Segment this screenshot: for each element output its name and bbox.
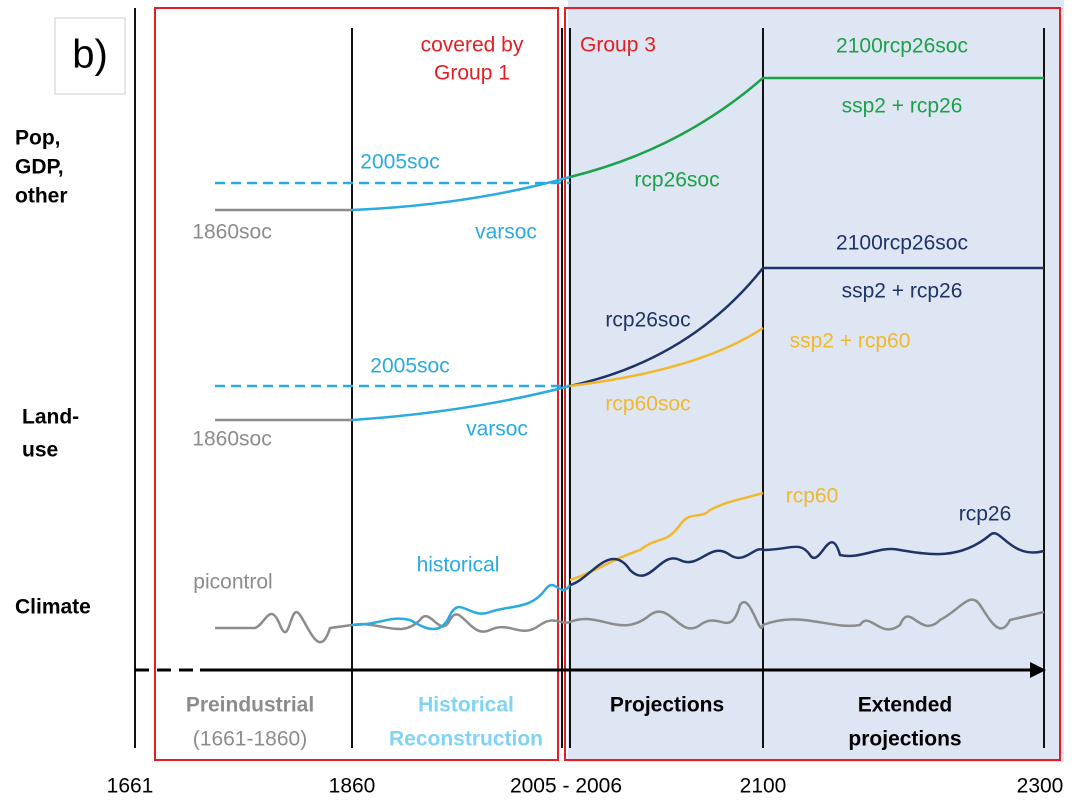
panel-label: b) [72,33,108,77]
curve-label: 1860soc [192,428,271,451]
period-label: Preindustrial [186,694,314,717]
curve-label: ssp2 + rcp60 [790,330,911,353]
period-label: Extended [858,694,953,717]
period-label: (1661-1860) [193,728,307,751]
period-label: Reconstruction [389,728,543,751]
curve-label: 1860soc [192,221,271,244]
arrow-head [1030,662,1046,678]
row-label: other [15,185,68,208]
group1-box [154,7,559,761]
projection-shade [568,0,1064,762]
curve-label: ssp2 + rcp26 [842,280,963,303]
curve-label: picontrol [193,571,272,594]
year-label: 1860 [329,775,376,798]
year-label: 2100 [740,775,787,798]
year-label: 2300 [1017,775,1064,798]
curve-label: 2100rcp26soc [836,35,968,58]
curve-label: varsoc [466,418,528,441]
curve-label: rcp26 [959,503,1012,526]
curve-label: ssp2 + rcp26 [842,95,963,118]
curve-label: rcp26soc [605,309,690,332]
period-label: projections [848,728,961,751]
group-label: Group 3 [580,34,656,57]
group-label: covered by [421,34,524,57]
year-label: 2005 - 2006 [510,775,622,798]
curve-label: rcp26soc [634,169,719,192]
curve-label: 2005soc [360,151,439,174]
row-label: Pop, [15,127,61,150]
group3-box [564,7,1061,761]
row-label: Climate [15,596,91,619]
curves [215,76,1045,644]
group-label: Group 1 [434,62,510,85]
row-label: Land- [22,406,79,429]
curve-label: historical [417,554,500,577]
curve-label: varsoc [475,221,537,244]
period-label: Historical [418,694,514,717]
curve-label: rcp60soc [605,393,690,416]
row-label: use [22,439,58,462]
period-label: Projections [610,694,724,717]
curve-label: 2005soc [370,355,449,378]
year-label: 1661 [107,775,154,798]
curve-label: 2100rcp26soc [836,232,968,255]
labels: covered by Group 1 Group 3 Pop, GDP, oth… [15,34,1063,798]
panel-label-box [54,17,126,95]
row-label: GDP, [15,156,64,179]
curve-label: rcp60 [786,485,839,508]
